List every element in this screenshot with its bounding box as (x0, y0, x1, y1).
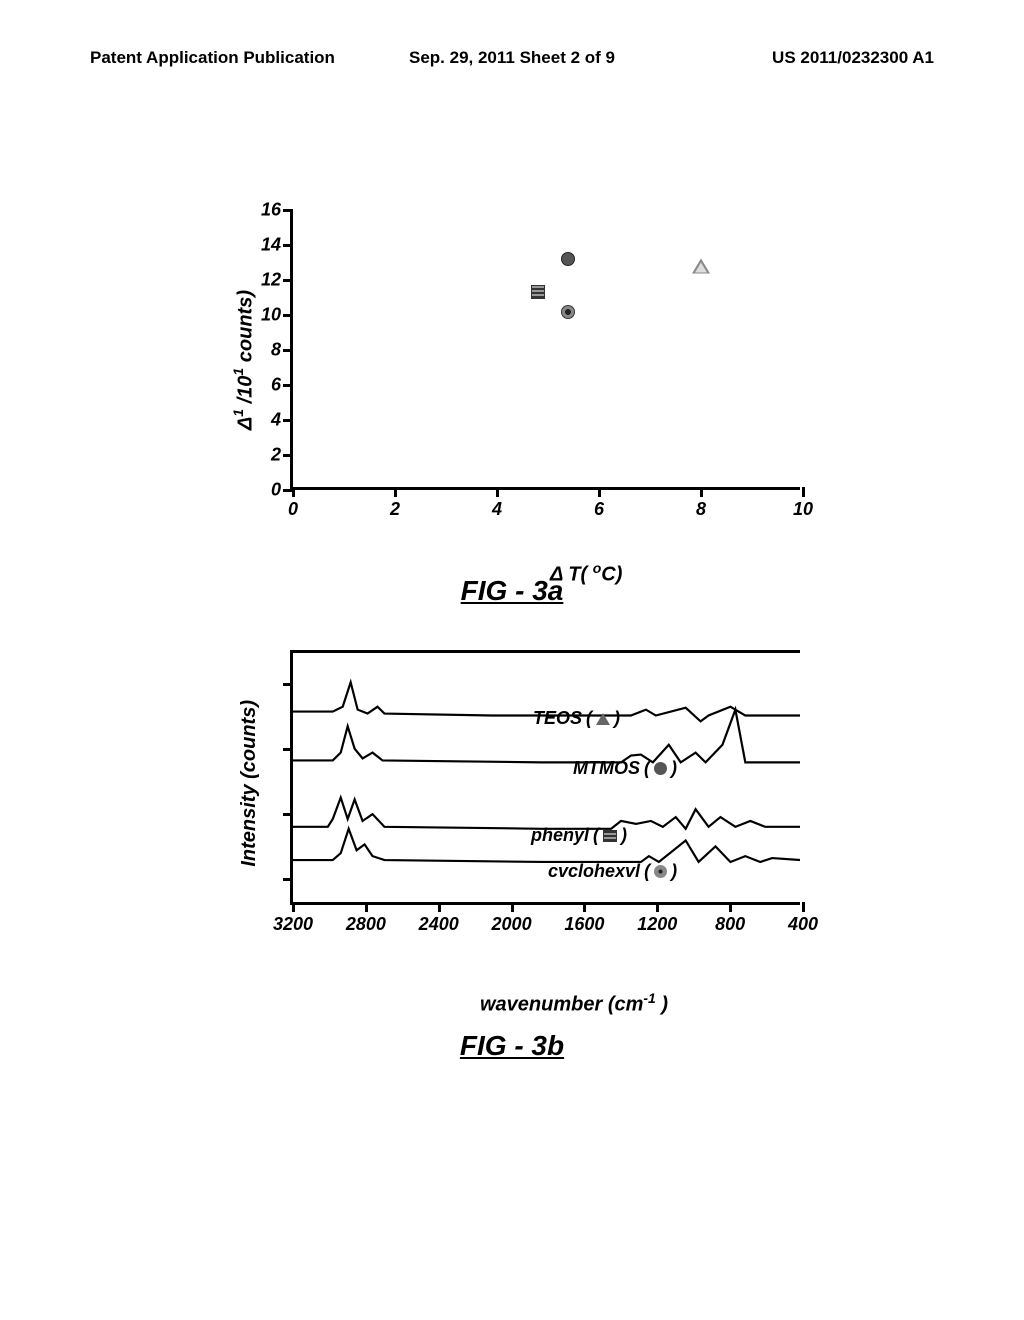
series-label-TEOS: TEOS() (533, 708, 620, 729)
y-tick-label: 14 (261, 235, 281, 256)
x-tick (292, 487, 295, 497)
x-tick-label: 2400 (419, 914, 459, 935)
fig3a-y-axis-title: Δ1 /101 counts) (230, 290, 258, 430)
y-tick-label: 0 (271, 480, 281, 501)
x-tick-label: 400 (788, 914, 818, 935)
x-tick-label: 0 (288, 499, 298, 520)
x-tick (438, 902, 441, 912)
figure-3b-label: FIG - 3b (460, 1030, 564, 1062)
series-name-text: cvclohexvl (548, 861, 640, 882)
series-name-text: MTMOS (573, 758, 640, 779)
x-tick-label: 2800 (346, 914, 386, 935)
x-tick-label: 1600 (564, 914, 604, 935)
figure-3b: Intensity (counts) 320028002400200016001… (230, 640, 800, 950)
circle-dark-icon (654, 762, 667, 775)
y-tick (283, 314, 293, 317)
y-tick-label: 12 (261, 270, 281, 291)
x-tick (583, 902, 586, 912)
y-tick (283, 209, 293, 212)
series-label-phenyl: phenyl() (531, 825, 627, 846)
series-name-text: phenyl (531, 825, 589, 846)
circle-dots-icon (654, 865, 667, 878)
header-left: Patent Application Publication (90, 48, 354, 68)
y-tick-label: 10 (261, 305, 281, 326)
page-header: Patent Application Publication Sep. 29, … (90, 48, 934, 68)
series-label-MTMOS: MTMOS() (573, 758, 677, 779)
fig3b-plot-area: 320028002400200016001200800400TEOS()MTMO… (290, 650, 800, 905)
spectra-svg (293, 653, 800, 902)
x-tick-label: 1200 (637, 914, 677, 935)
series-name-text: TEOS (533, 708, 582, 729)
x-tick (802, 487, 805, 497)
figure-3a: Δ1 /101 counts) 02468101214160246810 Δ T… (210, 210, 800, 520)
series-label-cvclohexvl: cvclohexvl() (548, 861, 677, 882)
x-tick (729, 902, 732, 912)
x-tick (598, 487, 601, 497)
y-tick-label: 2 (271, 445, 281, 466)
x-tick (656, 902, 659, 912)
x-tick-label: 6 (594, 499, 604, 520)
y-tick (283, 244, 293, 247)
x-tick-label: 3200 (273, 914, 313, 935)
y-tick-label: 8 (271, 340, 281, 361)
scatter-point-square (531, 285, 545, 299)
fig3b-x-axis-title: wavenumber (cm-1 ) (480, 990, 668, 1017)
square-icon (603, 830, 617, 842)
x-tick-label: 8 (696, 499, 706, 520)
figure-3a-label: FIG - 3a (461, 575, 564, 607)
y-tick-label: 16 (261, 200, 281, 221)
y-tick (283, 454, 293, 457)
header-right: US 2011/0232300 A1 (670, 48, 934, 68)
scatter-point-circle-dark (561, 252, 575, 266)
fig3a-plot-area: 02468101214160246810 (290, 210, 800, 490)
x-tick (292, 902, 295, 912)
triangle-icon (596, 713, 610, 725)
y-tick-label: 6 (271, 375, 281, 396)
y-tick (283, 279, 293, 282)
header-center: Sep. 29, 2011 Sheet 2 of 9 (354, 48, 671, 68)
x-tick-label: 10 (793, 499, 813, 520)
x-tick (496, 487, 499, 497)
x-tick (394, 487, 397, 497)
y-tick (283, 384, 293, 387)
scatter-point-circle-dots (561, 305, 575, 319)
y-tick (283, 813, 293, 816)
x-tick (365, 902, 368, 912)
x-tick (802, 902, 805, 912)
y-tick (283, 683, 293, 686)
y-tick (283, 748, 293, 751)
x-tick (511, 902, 514, 912)
x-tick-label: 2 (390, 499, 400, 520)
fig3b-y-axis-title: Intensity (counts) (238, 700, 261, 867)
x-tick-label: 800 (715, 914, 745, 935)
x-tick (700, 487, 703, 497)
x-tick-label: 4 (492, 499, 502, 520)
y-tick (283, 349, 293, 352)
y-tick-label: 4 (271, 410, 281, 431)
x-tick-label: 2000 (492, 914, 532, 935)
scatter-point-triangle (692, 259, 710, 274)
y-tick (283, 878, 293, 881)
y-tick (283, 419, 293, 422)
